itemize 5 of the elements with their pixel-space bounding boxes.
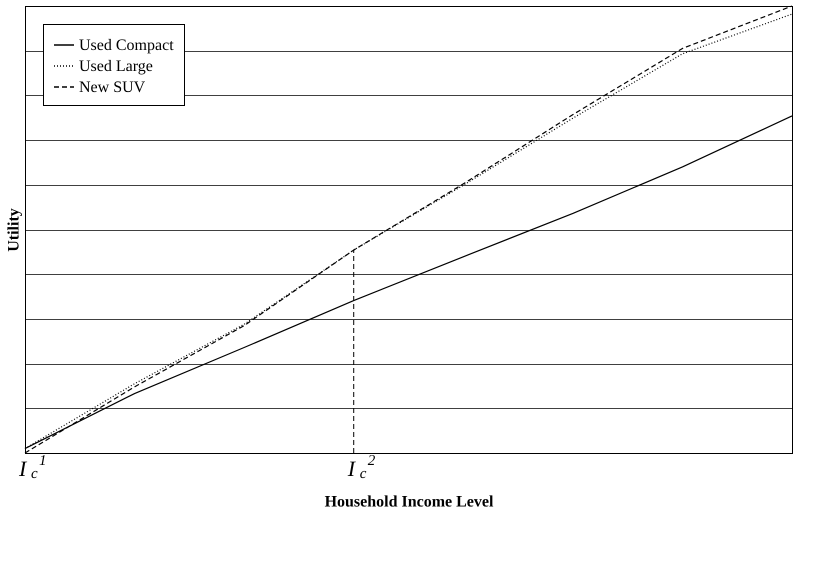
legend-label: Used Large (79, 58, 153, 75)
y-axis-title: Utility (6, 208, 22, 252)
legend-label: New SUV (79, 79, 146, 96)
legend-label: Used Compact (79, 37, 174, 54)
x-axis-title: Household Income Level (324, 494, 494, 510)
